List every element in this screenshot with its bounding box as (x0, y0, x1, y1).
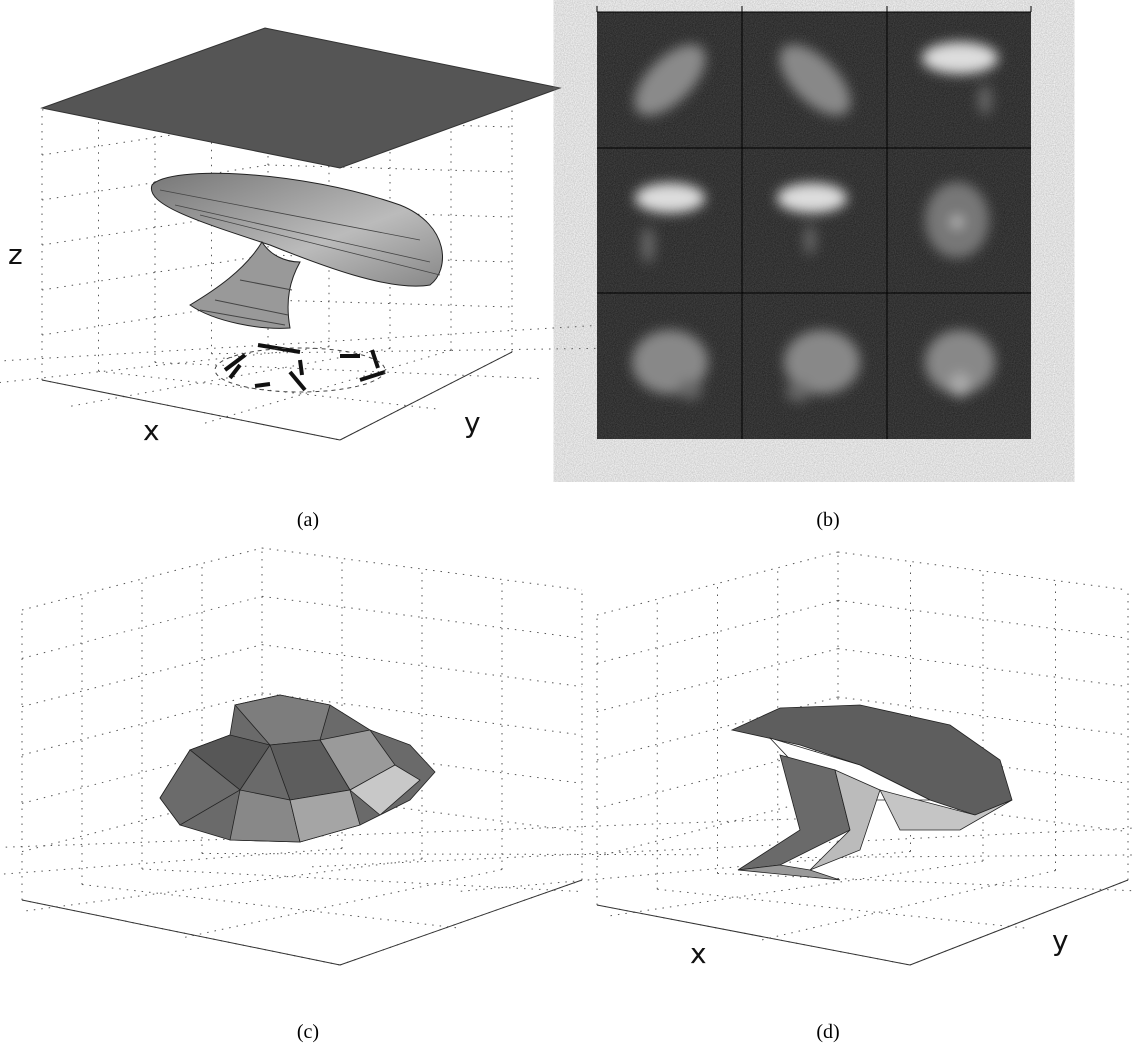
axis-line (340, 352, 512, 440)
axis-line (910, 880, 1128, 965)
page: Figure {"panels": [ {"caption": "(a)", "… (0, 0, 1133, 1047)
caption: (b) (816, 509, 839, 531)
caption: (d) (816, 1021, 839, 1043)
axis-line (340, 880, 582, 965)
axis-label-x: x (143, 414, 160, 447)
axis-label-x: x (690, 937, 707, 970)
grid-line (0, 838, 262, 858)
grid-line (838, 600, 1128, 638)
grid-line (22, 645, 262, 707)
grid-line (82, 885, 461, 929)
axis-label-y: y (464, 406, 481, 439)
mushroom-cap (151, 173, 442, 286)
grid-line (155, 363, 539, 379)
grid-line (262, 645, 582, 687)
caption: (a) (297, 509, 319, 531)
grid-line (181, 870, 503, 939)
grid-line (21, 859, 422, 912)
grid-line (458, 852, 911, 892)
camera-markers (225, 345, 385, 390)
grid-line (718, 874, 1133, 892)
grid-line (838, 817, 1133, 842)
axis-line (22, 900, 340, 965)
hat-mesh (160, 695, 435, 842)
grid-line (202, 854, 702, 855)
grid-line (759, 871, 1055, 941)
reconstruction-mesh (732, 705, 1012, 880)
axis-label-y: y (1052, 924, 1069, 957)
caption: (c) (297, 1021, 319, 1043)
axis-line (42, 380, 340, 440)
grid-line (0, 849, 342, 885)
page-body: z x y x y (a) (b) (c) (d (0, 0, 1133, 1047)
grid-line (597, 649, 838, 712)
plane (42, 28, 560, 168)
axis-line (597, 905, 910, 965)
grid-line (657, 889, 1025, 928)
grid-line (142, 869, 581, 892)
figure: z x y x y (a) (b) (c) (d (0, 0, 1133, 1047)
axis-label-z: z (8, 238, 23, 271)
